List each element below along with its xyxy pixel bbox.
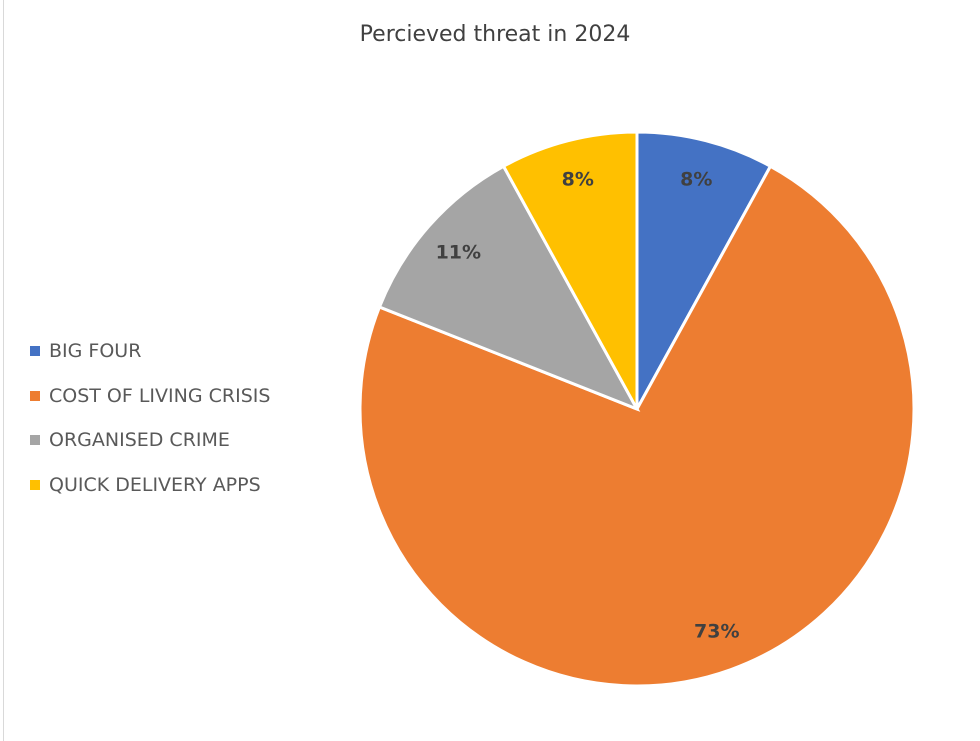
legend-label: ORGANISED CRIME bbox=[49, 429, 230, 452]
legend: BIG FOUR COST OF LIVING CRISIS ORGANISED… bbox=[30, 329, 270, 507]
legend-item: BIG FOUR bbox=[30, 329, 270, 374]
legend-swatch bbox=[30, 346, 40, 357]
sheet-gridline bbox=[3, 0, 4, 741]
data-label: 8% bbox=[680, 168, 712, 190]
pie-slice bbox=[501, 130, 639, 410]
legend-item: COST OF LIVING CRISIS bbox=[30, 374, 270, 419]
data-label: 8% bbox=[562, 168, 594, 190]
legend-item: ORGANISED CRIME bbox=[30, 418, 270, 463]
legend-label: BIG FOUR bbox=[49, 340, 142, 363]
pie-slice bbox=[635, 130, 773, 410]
legend-label: COST OF LIVING CRISIS bbox=[49, 384, 271, 407]
pie-slice bbox=[358, 164, 916, 688]
pie-slice bbox=[377, 164, 641, 412]
legend-swatch bbox=[30, 479, 40, 490]
legend-item: QUICK DELIVERY APPS bbox=[30, 463, 270, 508]
legend-label: QUICK DELIVERY APPS bbox=[49, 473, 261, 496]
data-label: 11% bbox=[436, 241, 481, 263]
data-label: 73% bbox=[694, 621, 739, 643]
chart-title: Percieved threat in 2024 bbox=[359, 22, 631, 47]
legend-swatch bbox=[30, 390, 40, 401]
legend-swatch bbox=[30, 435, 40, 446]
